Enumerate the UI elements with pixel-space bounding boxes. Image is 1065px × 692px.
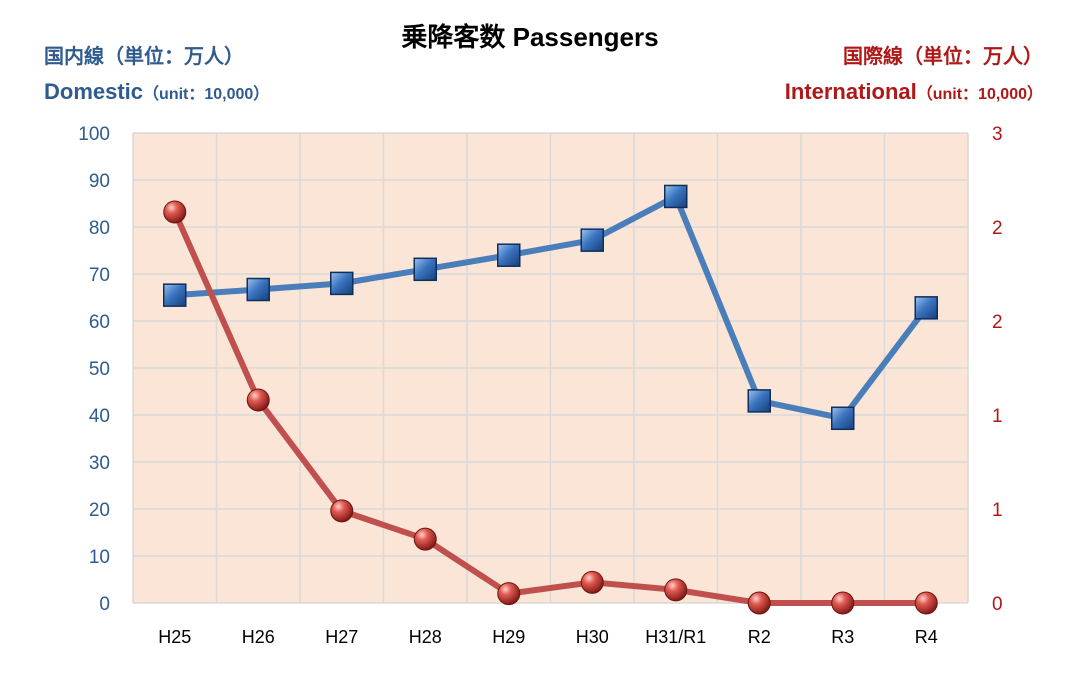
y-left-tick: 10 (89, 547, 110, 568)
y-left-tick: 30 (89, 453, 110, 474)
y-left-label-line1: 国内線（単位：万人） (44, 44, 244, 68)
domestic-point (330, 271, 354, 296)
x-tick: H30 (576, 627, 609, 647)
y-left-label-main: Domestic (44, 79, 143, 104)
international-point (747, 591, 771, 615)
x-tick: H27 (325, 627, 358, 647)
y-left-label-line2: Domestic（unit：10,000） (44, 79, 269, 104)
domestic-point (664, 184, 688, 209)
international-point (163, 200, 187, 224)
y-right-tick: 2 (992, 312, 1003, 333)
series-line-international (171, 208, 930, 606)
y-left-tick-labels: 0 10 20 30 40 50 60 70 80 90 100 (78, 124, 110, 615)
x-tick: H26 (242, 627, 275, 647)
y-left-label-unit: （unit：10,000） (143, 85, 269, 103)
y-right-tick: 1 (992, 406, 1003, 427)
y-right-tick: 0 (992, 594, 1003, 615)
x-tick: R2 (748, 627, 771, 647)
domestic-point (413, 257, 437, 282)
y-left-tick: 100 (78, 124, 110, 145)
x-tick-labels: H25 H26 H27 H28 H29 H30 H31/R1 R2 R3 R4 (158, 627, 938, 647)
x-tick: R3 (831, 627, 854, 647)
international-point (580, 570, 604, 594)
international-point (831, 591, 855, 615)
domestic-point (497, 243, 521, 267)
y-left-tick: 80 (89, 218, 110, 239)
y-right-tick: 1 (992, 500, 1003, 521)
y-right-tick: 2 (992, 218, 1003, 239)
y-left-tick: 60 (89, 312, 110, 333)
y-left-tick: 0 (99, 594, 110, 615)
x-tick: R4 (915, 627, 938, 647)
international-point (413, 527, 437, 551)
domestic-point (246, 277, 270, 302)
international-point (497, 582, 521, 606)
series-layer (163, 184, 938, 615)
international-point (246, 388, 270, 412)
international-point (664, 578, 688, 602)
y-right-tick-labels: 0 1 1 2 2 3 (992, 124, 1003, 615)
domestic-point (831, 406, 855, 431)
y-left-tick: 50 (89, 359, 110, 380)
domestic-point (163, 283, 187, 307)
domestic-point (914, 296, 938, 320)
y-right-label-line2: International（unit：10,000） (785, 79, 1043, 104)
chart-title: 乗降客数 Passengers (401, 22, 658, 52)
y-left-tick: 70 (89, 265, 110, 286)
y-right-label-line1: 国際線（単位：万人） (843, 44, 1043, 68)
domestic-point (580, 228, 604, 252)
series-line-domestic (171, 193, 930, 422)
x-tick: H25 (158, 627, 191, 647)
x-tick: H29 (492, 627, 525, 647)
x-tick: H28 (409, 627, 442, 647)
y-right-label-unit: （unit：10,000） (917, 85, 1043, 103)
y-left-tick: 90 (89, 171, 110, 192)
y-right-tick: 3 (992, 124, 1003, 145)
y-right-label-main: International (785, 79, 917, 104)
y-left-tick: 40 (89, 406, 110, 427)
domestic-point (747, 389, 771, 413)
international-point (914, 591, 938, 615)
international-point (330, 499, 354, 523)
gridlines (132, 132, 969, 604)
y-left-tick: 20 (89, 500, 110, 521)
x-tick: H31/R1 (645, 627, 706, 647)
